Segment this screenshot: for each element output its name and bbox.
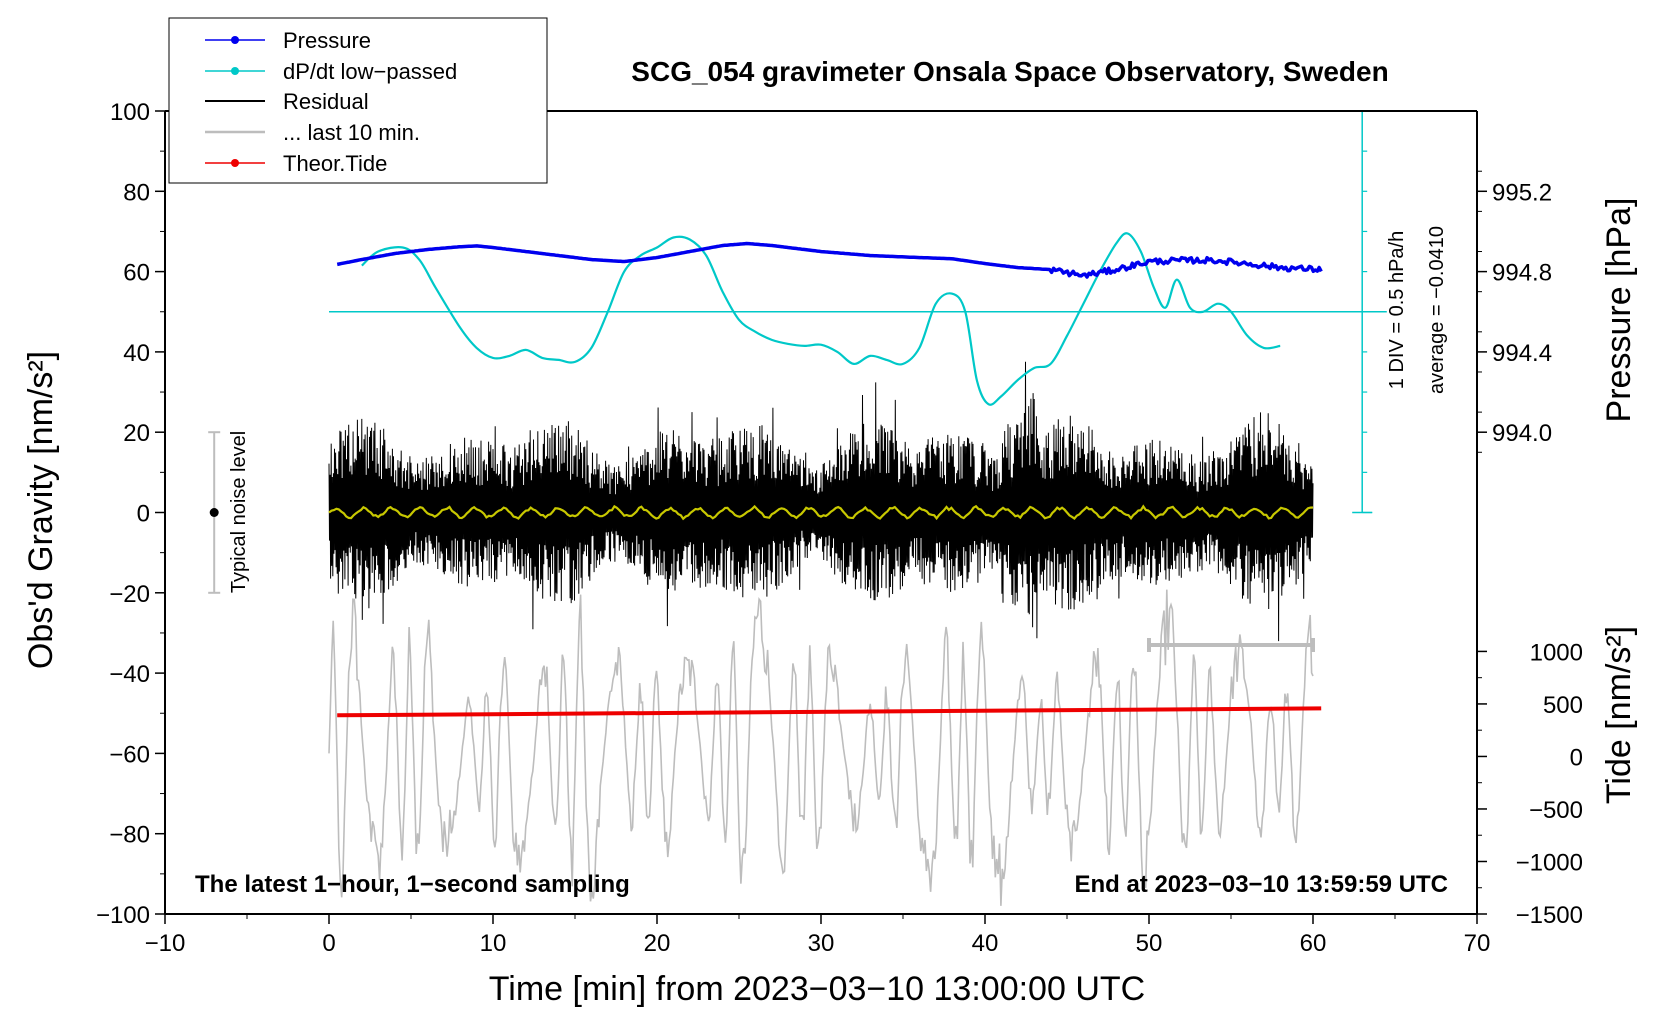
x-axis-title: Time [min] from 2023−03−10 13:00:00 UTC: [489, 970, 1145, 1008]
y-axis-title-left: Obs'd Gravity [nm/s²]: [22, 351, 60, 669]
x-tick-label-0: 0: [322, 930, 335, 957]
tide-tick-label-m1000: −1000: [1516, 849, 1583, 876]
legend-marker-pressure: [231, 36, 239, 44]
y-tick-label-m60: −60: [109, 741, 150, 768]
x-tick-label-40: 40: [972, 930, 999, 957]
legend-label-last10: ... last 10 min.: [283, 120, 420, 145]
annotation-end-time: End at 2023−03−10 13:59:59 UTC: [1074, 871, 1448, 898]
chart-title: SCG_054 gravimeter Onsala Space Observat…: [631, 56, 1388, 87]
legend-marker-tide: [231, 159, 239, 167]
y-tick-label-80: 80: [123, 179, 150, 206]
series-dpdt-line: [361, 232, 1281, 406]
y-tick-label-60: 60: [123, 260, 150, 287]
series-residual-line: [328, 361, 1314, 642]
legend-marker-dpdt: [231, 67, 239, 75]
y-tick-label-0: 0: [137, 501, 150, 528]
series-residual-mean-line: [328, 504, 1314, 521]
annotation-sampling: The latest 1−hour, 1−second sampling: [195, 871, 630, 898]
series-last10-line: [328, 589, 1314, 906]
y-axis-title-pressure: Pressure [hPa]: [1600, 198, 1638, 423]
x-tick-label-m10: −10: [145, 930, 186, 957]
legend-label-pressure: Pressure: [283, 28, 371, 53]
pressure-tick-label-994-8: 994.8: [1492, 260, 1552, 287]
y-tick-label-m40: −40: [109, 661, 150, 688]
legend-entry-tide: Theor.Tide: [205, 151, 387, 176]
legend-label-tide: Theor.Tide: [283, 151, 387, 176]
y-tick-label-m80: −80: [109, 822, 150, 849]
pressure-tick-label-994-4: 994.4: [1492, 340, 1552, 367]
x-tick-label-20: 20: [644, 930, 671, 957]
legend-entry-residual: Residual: [205, 89, 369, 114]
x-tick-label-50: 50: [1136, 930, 1163, 957]
tide-tick-label-0: 0: [1570, 744, 1583, 771]
y-tick-label-m100: −100: [96, 902, 150, 929]
pressure-tick-label-994-0: 994.0: [1492, 420, 1552, 447]
y-tick-label-20: 20: [123, 420, 150, 447]
tide-tick-label-500: 500: [1543, 692, 1583, 719]
x-tick-label-60: 60: [1300, 930, 1327, 957]
y-tick-label-40: 40: [123, 340, 150, 367]
x-tick-label-10: 10: [480, 930, 507, 957]
noise-level-label: Typical noise level: [228, 431, 250, 593]
tide-tick-label-1000: 1000: [1530, 639, 1583, 666]
noise-level-center-dot: [209, 508, 219, 517]
x-tick-label-30: 30: [808, 930, 835, 957]
legend-entry-last10: ... last 10 min.: [205, 120, 420, 145]
legend-entry-dpdt: dP/dt low−passed: [205, 59, 457, 84]
series-layer: [208, 110, 1387, 906]
legend-entry-pressure: Pressure: [205, 28, 371, 53]
tide-tick-label-m1500: −1500: [1516, 902, 1583, 929]
average-label: average = −0.0410: [1426, 226, 1448, 394]
tick-layer: −10 0 10 20 30 40 50 60 70100806040200−20−40−60−…: [96, 99, 1583, 957]
x-tick-label-70: 70: [1464, 930, 1491, 957]
series-pressure-line: [336, 241, 1323, 279]
legend: Pressure dP/dt low−passed Residual ... l…: [168, 17, 548, 184]
legend-label-residual: Residual: [283, 89, 369, 114]
y-tick-label-m20: −20: [109, 581, 150, 608]
pressure-tick-label-995-2: 995.2: [1492, 179, 1552, 206]
legend-label-dpdt: dP/dt low−passed: [283, 59, 457, 84]
series-tide-line: [337, 706, 1322, 718]
y-tick-label-100: 100: [110, 99, 150, 126]
div-label: 1 DIV = 0.5 hPa/h: [1386, 231, 1408, 389]
tide-tick-label-m500: −500: [1529, 797, 1583, 824]
y-axis-title-tide: Tide [nm/s²]: [1600, 626, 1638, 804]
